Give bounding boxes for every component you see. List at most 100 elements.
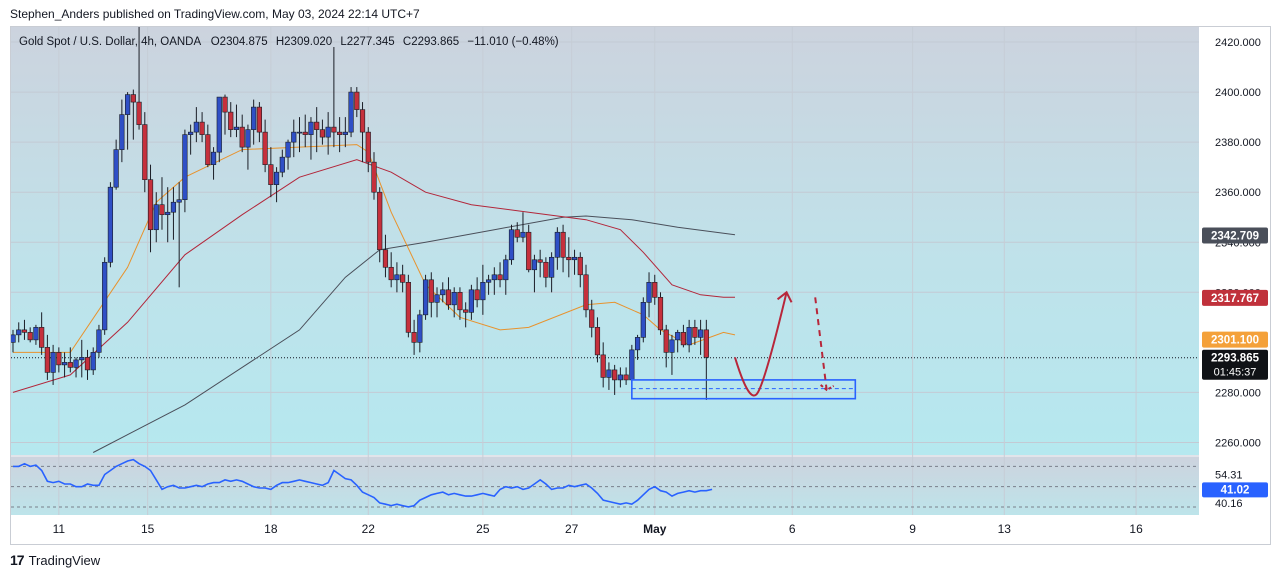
candle-body (16, 329, 22, 336)
candle-body (102, 261, 108, 331)
candle-body (646, 281, 652, 303)
candle-body (680, 332, 687, 346)
candle-body (652, 281, 658, 298)
rsi-indicator (11, 458, 1199, 508)
candle-body (273, 171, 280, 185)
candle-body (440, 289, 446, 296)
candle-body (463, 309, 469, 313)
candle-body (428, 279, 434, 303)
rsi-tick-label: 54.31 (1215, 470, 1243, 482)
candle-body (170, 201, 177, 213)
candle-body (319, 129, 326, 138)
time-label: 6 (789, 522, 796, 536)
candle-body (245, 129, 251, 148)
candle-body (526, 231, 532, 271)
candle-body (371, 161, 377, 193)
rsi-line (13, 458, 713, 508)
candle-body (703, 329, 709, 358)
candle-body (606, 369, 612, 378)
candle-body (400, 274, 406, 283)
publisher-header: Stephen_Anders published on TradingView.… (10, 7, 420, 21)
projection-arrowhead-down (820, 384, 835, 392)
chart-frame[interactable]: 11 15 18 22 25 27 May 6 9 13 16 Gold Spot / U.S. D… (10, 26, 1271, 545)
time-label: 25 (476, 522, 490, 536)
candle-body (222, 96, 228, 113)
chart-svg: 11 15 18 22 25 27 May 6 9 13 16 Gold Spot / U.S. D… (11, 27, 1270, 544)
candle-body (474, 289, 480, 301)
candle-body (634, 337, 641, 351)
candle-body (136, 101, 142, 125)
countdown-timer: 01:45:37 (1214, 367, 1257, 379)
ema-mid-line (12, 159, 735, 393)
candle-body (216, 96, 222, 153)
candle-body (485, 279, 492, 283)
candle-body (359, 109, 366, 133)
pane-separator[interactable] (11, 455, 1270, 457)
candle-body (342, 131, 348, 135)
candle-body (417, 314, 423, 343)
rsi-pane[interactable] (11, 457, 1199, 515)
price-tag-sma-slow (1202, 227, 1268, 244)
candle-body (176, 199, 182, 203)
price-tag-sma-mid (1202, 289, 1268, 306)
time-axis-panel[interactable] (11, 515, 1199, 544)
candle-body (537, 259, 543, 263)
price-pane[interactable] (11, 27, 1199, 455)
annotations (631, 290, 857, 400)
candle-body (90, 352, 96, 371)
price-tag-text-sma-slow: 2342.709 (1211, 230, 1259, 242)
candle-body (623, 374, 629, 381)
symbol-title: Gold Spot / U.S. Dollar, 4h, OANDA (19, 36, 201, 48)
candle-body (640, 302, 646, 338)
candle-body (629, 349, 635, 381)
candle-body (125, 94, 131, 115)
sma-slow-line (92, 215, 736, 453)
price-tag-sma-fast (1202, 331, 1268, 348)
candle-body (130, 94, 136, 103)
candle-body (577, 256, 583, 276)
candle-body (56, 352, 62, 366)
price-axis-panel[interactable] (1199, 27, 1270, 544)
ohlc-change: −11.010 (−0.48%) (467, 36, 558, 48)
candle-body (256, 106, 262, 133)
candle-body (61, 362, 68, 366)
candle-body (27, 332, 33, 341)
candle-body (153, 204, 159, 231)
candle-body (382, 249, 389, 268)
price-tag-text-sma-fast: 2301.100 (1211, 335, 1259, 347)
candle-body (73, 359, 79, 368)
time-label: 11 (53, 522, 66, 536)
candle-body (33, 327, 39, 341)
time-label: 9 (909, 522, 916, 536)
candle-body (44, 347, 50, 373)
candle-body (193, 121, 199, 133)
candle-body (663, 329, 669, 353)
candle-body (422, 279, 429, 316)
candle-body (262, 131, 268, 165)
candle-body (686, 327, 692, 346)
candle-body (165, 211, 171, 216)
ohlc-close: C2293.865 (403, 36, 459, 48)
candle-body (554, 231, 560, 258)
candle-body (314, 121, 320, 130)
candle-body (331, 126, 337, 133)
candle-body (279, 156, 285, 173)
price-tick-label: 2260.000 (1215, 437, 1261, 449)
candle-body (411, 332, 417, 343)
candle-body (210, 151, 217, 165)
candle-body (445, 289, 452, 306)
candle-body (583, 274, 589, 311)
candle-body (377, 191, 383, 251)
candle-body (405, 281, 411, 333)
candle-body (497, 274, 503, 281)
candle-body (96, 329, 102, 353)
candle-body (675, 332, 681, 341)
candle-body (325, 126, 331, 138)
candle-body (199, 121, 205, 135)
candles (11, 27, 709, 400)
candle-body (669, 339, 675, 353)
price-tag-text-sma-mid: 2317.767 (1211, 293, 1259, 305)
candle-body (233, 126, 240, 130)
candle-body (354, 91, 360, 110)
candle-body (468, 289, 475, 313)
